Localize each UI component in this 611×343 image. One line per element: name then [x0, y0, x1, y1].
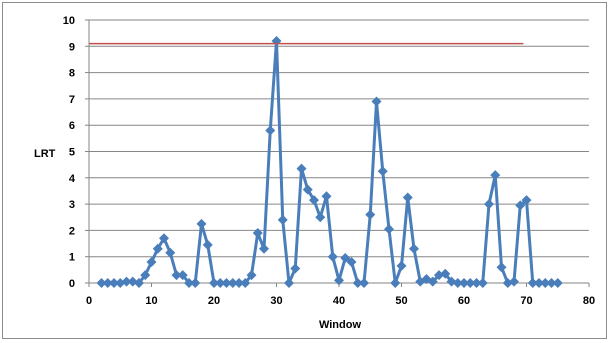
x-tick-label: 50: [395, 295, 407, 307]
data-point-marker: [552, 278, 563, 288]
data-point-marker: [259, 243, 269, 254]
data-point-marker: [146, 256, 157, 267]
y-tick-label: 3: [69, 199, 75, 211]
data-point-marker: [371, 96, 382, 107]
data-point-marker: [440, 268, 451, 279]
data-point-marker: [452, 278, 463, 288]
data-point-marker: [484, 199, 494, 210]
data-point-marker: [340, 253, 351, 264]
data-point-marker: [365, 209, 376, 220]
y-tick-label: 7: [69, 94, 75, 106]
data-point-marker: [465, 278, 476, 288]
data-point-marker: [390, 278, 401, 288]
data-point-marker: [277, 214, 288, 225]
data-point-marker: [252, 228, 263, 239]
tick-labels: 0 1 2 3 4 5 6 7 8 9 10 0 10 20 30 40 50 60 70 80: [63, 15, 595, 307]
data-point-marker: [515, 200, 526, 211]
y-tick-label: 8: [69, 68, 75, 80]
data-series: [89, 36, 563, 288]
data-point-marker: [509, 276, 519, 287]
y-tick-label: 0: [69, 278, 75, 290]
data-point-marker: [171, 270, 182, 281]
data-point-marker: [209, 278, 219, 288]
data-point-marker: [496, 262, 507, 273]
y-tick-label: 10: [63, 15, 75, 27]
data-point-marker: [296, 163, 307, 174]
y-tick-label: 2: [69, 225, 75, 237]
data-point-marker: [177, 270, 188, 281]
data-point-marker: [477, 278, 488, 288]
y-tick-label: 9: [69, 41, 75, 53]
data-point-marker: [221, 278, 232, 288]
data-point-marker: [402, 192, 413, 203]
data-point-marker: [427, 276, 438, 287]
x-tick-label: 80: [583, 295, 595, 307]
data-point-marker: [134, 278, 144, 288]
x-tick-label: 20: [208, 295, 220, 307]
data-point-marker: [190, 278, 201, 288]
data-point-marker: [396, 260, 407, 271]
data-point-marker: [109, 278, 119, 288]
data-point-marker: [459, 278, 469, 288]
data-point-marker: [227, 278, 238, 288]
data-point-marker: [334, 275, 344, 286]
y-axis-title: LRT: [34, 148, 56, 160]
x-axis-title: Window: [319, 319, 361, 331]
data-point-marker: [546, 278, 557, 288]
data-point-marker: [521, 195, 532, 206]
data-point-marker: [246, 270, 257, 281]
data-point-marker: [234, 278, 244, 288]
lrt-series-line: [101, 39, 558, 285]
data-point-marker: [384, 224, 394, 235]
data-point-marker: [240, 278, 251, 288]
data-point-marker: [196, 218, 207, 229]
data-point-marker: [490, 170, 501, 181]
data-point-marker: [377, 166, 388, 177]
x-tick-label: 70: [520, 295, 532, 307]
gridlines: [89, 19, 589, 258]
data-point-marker: [202, 239, 213, 250]
data-point-marker: [265, 125, 276, 136]
x-tick-label: 0: [86, 295, 92, 307]
data-point-marker: [184, 278, 194, 288]
data-point-marker: [271, 36, 282, 47]
x-tick-label: 40: [333, 295, 345, 307]
data-point-marker: [290, 263, 301, 274]
x-tick-label: 30: [270, 295, 282, 307]
y-tick-label: 5: [69, 147, 75, 159]
data-point-marker: [284, 278, 294, 288]
x-tick-label: 60: [458, 295, 470, 307]
data-point-marker: [309, 195, 319, 206]
data-point-marker: [352, 278, 363, 288]
data-point-marker: [321, 191, 332, 202]
data-point-marker: [96, 278, 107, 288]
y-tick-label: 6: [69, 120, 75, 132]
data-point-marker: [327, 251, 338, 262]
data-point-marker: [152, 243, 163, 254]
data-point-marker: [527, 278, 538, 288]
data-point-marker: [409, 243, 419, 254]
data-point-marker: [215, 278, 226, 288]
x-tick-label: 10: [145, 295, 157, 307]
y-tick-label: 1: [69, 252, 75, 264]
data-point-marker: [140, 270, 151, 281]
data-point-marker: [159, 233, 169, 244]
data-point-marker: [315, 212, 326, 223]
data-point-marker: [534, 278, 544, 288]
data-point-marker: [359, 278, 369, 288]
data-point-marker: [471, 278, 482, 288]
data-point-marker: [302, 184, 313, 195]
data-point-marker: [121, 276, 132, 287]
y-tick-label: 4: [69, 173, 76, 185]
data-point-marker: [102, 278, 113, 288]
data-point-marker: [165, 247, 176, 258]
data-point-marker: [540, 278, 551, 288]
data-point-marker: [346, 256, 357, 267]
